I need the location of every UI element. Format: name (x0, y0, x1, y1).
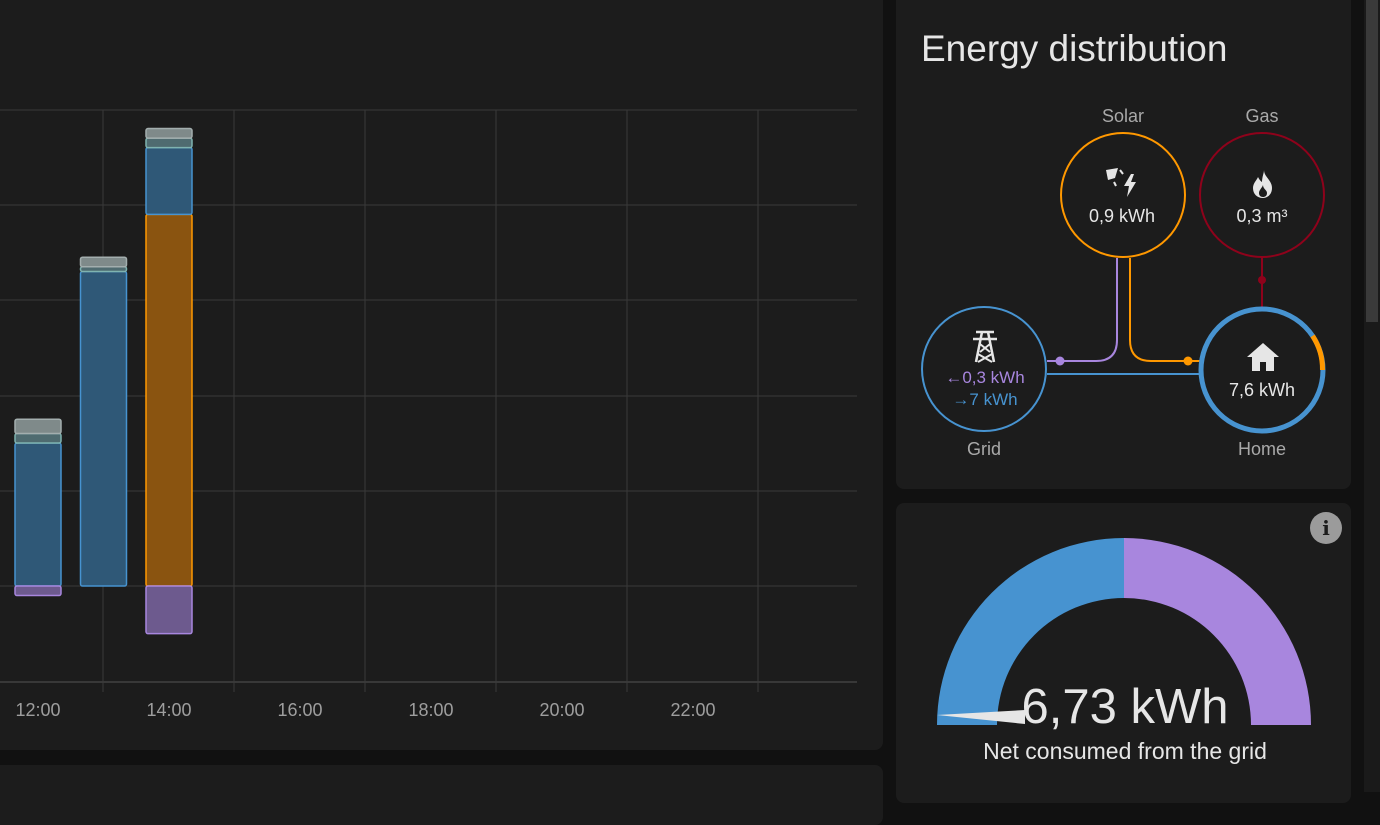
gas-node[interactable] (1199, 132, 1325, 258)
chart-bar-segment[interactable] (145, 127, 193, 139)
energy-usage-chart: 12:00 14:00 16:00 18:00 20:00 22:00 (0, 109, 857, 720)
solar-node[interactable] (1060, 132, 1186, 258)
chart-gridlines (0, 109, 857, 692)
grid-consume-value: →7 kWh (952, 390, 1018, 409)
solar-label: Solar (1101, 106, 1145, 126)
chart-bar-segment[interactable] (145, 585, 193, 635)
grid-node[interactable] (921, 306, 1047, 432)
scrollbar-thumb[interactable] (1366, 0, 1378, 322)
home-node-ring[interactable] (1198, 306, 1328, 436)
info-icon[interactable]: i (1310, 512, 1342, 544)
x-tick-label: 20:00 (539, 700, 584, 720)
x-tick-label: 22:00 (670, 700, 715, 720)
home-label: Home (1237, 439, 1286, 459)
solar-value: 0,9 kWh (1088, 206, 1156, 226)
x-tick-label: 12:00 (15, 700, 60, 720)
energy-usage-chart-card: 12:00 14:00 16:00 18:00 20:00 22:00 (0, 0, 883, 750)
grid-label: Grid (966, 439, 1001, 459)
home-value: 7,6 kWh (1228, 380, 1296, 400)
x-tick-label: 18:00 (408, 700, 453, 720)
solar-power-icon (1106, 168, 1136, 197)
gas-label: Gas (1245, 106, 1279, 126)
transmission-tower-icon (973, 330, 997, 363)
chart-bar-segment[interactable] (14, 585, 62, 597)
card-title: Energy distribution (921, 28, 1228, 69)
grid-return-value: ←0,3 kWh (945, 368, 1025, 387)
chart-bars (14, 127, 193, 635)
x-tick-label: 16:00 (277, 700, 322, 720)
gauge-caption: Net consumed from the grid (983, 738, 1267, 764)
chart-bar-segment[interactable] (14, 418, 62, 435)
chart-x-axis: 12:00 14:00 16:00 18:00 20:00 22:00 (15, 700, 715, 720)
energy-flow-lines (1047, 257, 1266, 375)
chart-bar-segment[interactable] (79, 256, 128, 268)
home-icon (1247, 343, 1279, 371)
flame-icon (1253, 170, 1272, 198)
gas-value: 0,3 m³ (1236, 206, 1288, 226)
x-tick-label: 14:00 (146, 700, 191, 720)
gauge-value: 6,73 kWh (1021, 680, 1229, 734)
grid-gauge (937, 538, 1311, 725)
